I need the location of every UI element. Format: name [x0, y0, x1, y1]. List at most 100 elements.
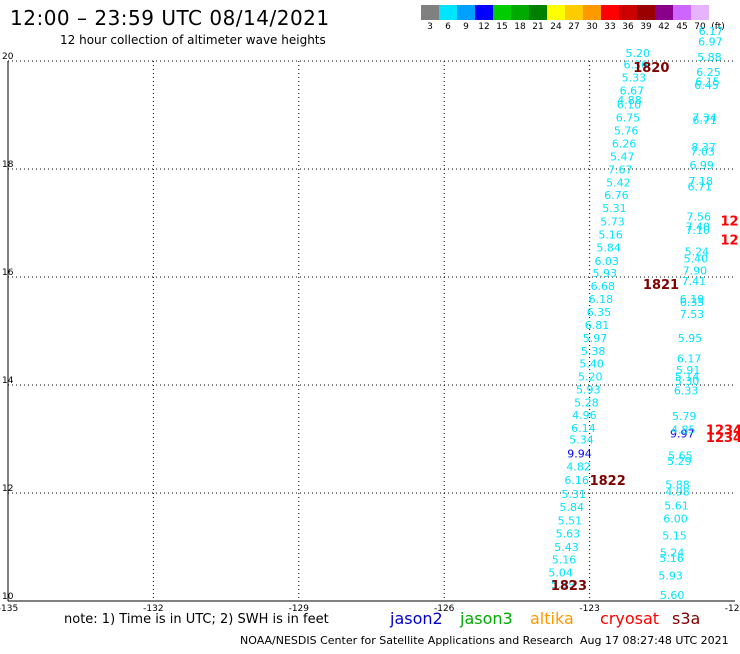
scale-swatch: [565, 5, 583, 20]
wave-height-value: 6.35: [680, 296, 705, 309]
wave-height-value: 5.60: [660, 589, 685, 602]
scale-label: 6: [445, 22, 451, 32]
wave-height-value: 5.95: [678, 332, 703, 345]
scale-label: 15: [496, 22, 508, 32]
pass-time-label: 1234: [706, 424, 740, 439]
scale-label: 70: [694, 22, 706, 32]
wave-height-value: 5.47: [610, 150, 635, 163]
y-tick-label: 14: [2, 376, 14, 386]
scale-label: 27: [568, 22, 580, 32]
scale-swatch: [583, 5, 601, 20]
legend-item-jason2: jason2: [390, 609, 443, 628]
x-tick-label: -120: [725, 604, 740, 614]
wave-height-value: 4.85: [671, 424, 696, 437]
wave-height-value: 5.20: [578, 371, 603, 384]
scale-label: 33: [604, 22, 616, 32]
scale-swatch: [439, 5, 457, 20]
wave-height-value: 6.33: [674, 385, 699, 398]
wave-height-value: 6.36: [624, 59, 649, 72]
scale-label: 21: [532, 22, 544, 32]
wave-height-value: 5.43: [554, 541, 579, 554]
color-scale-labels: 3 6 9 12 15 18 21 24 27 30 33 36 39 42 45 70 (ft): [421, 22, 727, 34]
wave-height-value: 5.16: [552, 554, 577, 567]
wave-height-value: 5.51: [558, 514, 583, 527]
credit-text: NOAA/NESDIS Center for Satellite Applica…: [240, 634, 574, 647]
y-tick-label: 10: [2, 592, 14, 602]
wave-height-value: 7.67: [608, 163, 633, 176]
wave-height-value: 5.88: [697, 51, 722, 64]
wave-height-value: 5.38: [581, 345, 606, 358]
scale-swatch: [421, 5, 439, 20]
scale-swatch: [457, 5, 475, 20]
footer-note: note: 1) Time is in UTC; 2) SWH is in fe…: [64, 612, 329, 627]
wave-height-value: 5.84: [596, 242, 621, 255]
wave-height-value: 6.14: [571, 422, 596, 435]
scale-label: 3: [427, 22, 433, 32]
wave-height-value: 5.31: [602, 202, 627, 215]
wave-height-value: 6.35: [587, 306, 612, 319]
wave-height-value: 5.39: [551, 578, 576, 591]
legend-item-altika: altika: [530, 609, 574, 628]
wave-height-value: 5.97: [583, 332, 608, 345]
wave-height-value: 5.84: [560, 501, 585, 514]
wave-height-value: 6.19: [680, 293, 705, 306]
scale-swatch: [637, 5, 655, 20]
wave-height-value: 6.75: [616, 111, 641, 124]
pass-time-label: 1234: [706, 431, 740, 446]
pass-time-label: 1821: [643, 278, 679, 293]
wave-height-value: 5.15: [662, 529, 687, 542]
wave-height-value: 6.97: [698, 35, 723, 48]
scale-label: (ft): [711, 22, 725, 32]
wave-height-value: 5.40: [684, 252, 709, 265]
wave-height-value: 5.61: [664, 500, 689, 513]
scale-swatch: [475, 5, 493, 20]
wave-height-value: 7.10: [686, 224, 711, 237]
wave-height-value: 5.93: [576, 384, 601, 397]
x-tick-label: -126: [434, 604, 455, 614]
wave-height-value: 6.99: [689, 159, 714, 172]
scale-label: 42: [658, 22, 670, 32]
wave-height-value: 6.00: [663, 513, 688, 526]
wave-height-value: 5.24: [660, 547, 685, 560]
x-tick-label: -129: [289, 604, 310, 614]
wave-height-value: 4.88: [617, 94, 642, 107]
wave-height-value: 5.29: [667, 455, 692, 468]
wave-height-value: 5.76: [614, 124, 639, 137]
wave-height-value: 5.30: [675, 375, 700, 388]
color-scale-bar: [421, 5, 727, 20]
pass-time-label: 12: [720, 215, 738, 230]
wave-height-value: 5.16: [598, 229, 623, 242]
scale-swatch: [547, 5, 565, 20]
wave-height-value: 6.26: [612, 137, 637, 150]
page-subtitle: 12 hour collection of altimeter wave hei…: [60, 33, 326, 47]
wave-height-value: 5.65: [668, 450, 693, 463]
wave-height-value: 5.24: [685, 245, 710, 258]
wave-height-value: 5.91: [676, 364, 701, 377]
wave-height-value: 4.82: [566, 460, 591, 473]
scale-label: 12: [478, 22, 490, 32]
timestamp-text: Aug 17 08:27:48 UTC 2021: [580, 634, 729, 647]
wave-height-value: 6.10: [617, 99, 642, 112]
wave-height-value: 5.14: [675, 371, 700, 384]
wave-height-value: 6.67: [620, 84, 645, 97]
scale-label: 18: [514, 22, 526, 32]
x-tick-label: -132: [143, 604, 163, 614]
page-title: 12:00 – 23:59 UTC 08/14/2021: [10, 6, 330, 30]
wave-height-value: 5.04: [548, 567, 573, 580]
wave-height-value: 6.81: [585, 319, 610, 332]
wave-height-value: 5.31: [561, 488, 586, 501]
wave-height-value: 7.34: [692, 111, 717, 124]
wave-height-value: 8.37: [691, 141, 716, 154]
wave-height-value: 6.16: [564, 474, 589, 487]
wave-height-value: 5.93: [658, 569, 683, 582]
scale-label: 36: [622, 22, 634, 32]
wave-height-value: 5.79: [672, 410, 697, 423]
scale-swatch: [529, 5, 547, 20]
scale-swatch: [493, 5, 511, 20]
scale-label: 9: [463, 22, 469, 32]
y-tick-label: 20: [2, 52, 14, 62]
wave-height-value: 5.40: [579, 358, 604, 371]
wave-height-value: 4.98: [665, 486, 690, 499]
y-tick-label: 12: [2, 484, 13, 494]
